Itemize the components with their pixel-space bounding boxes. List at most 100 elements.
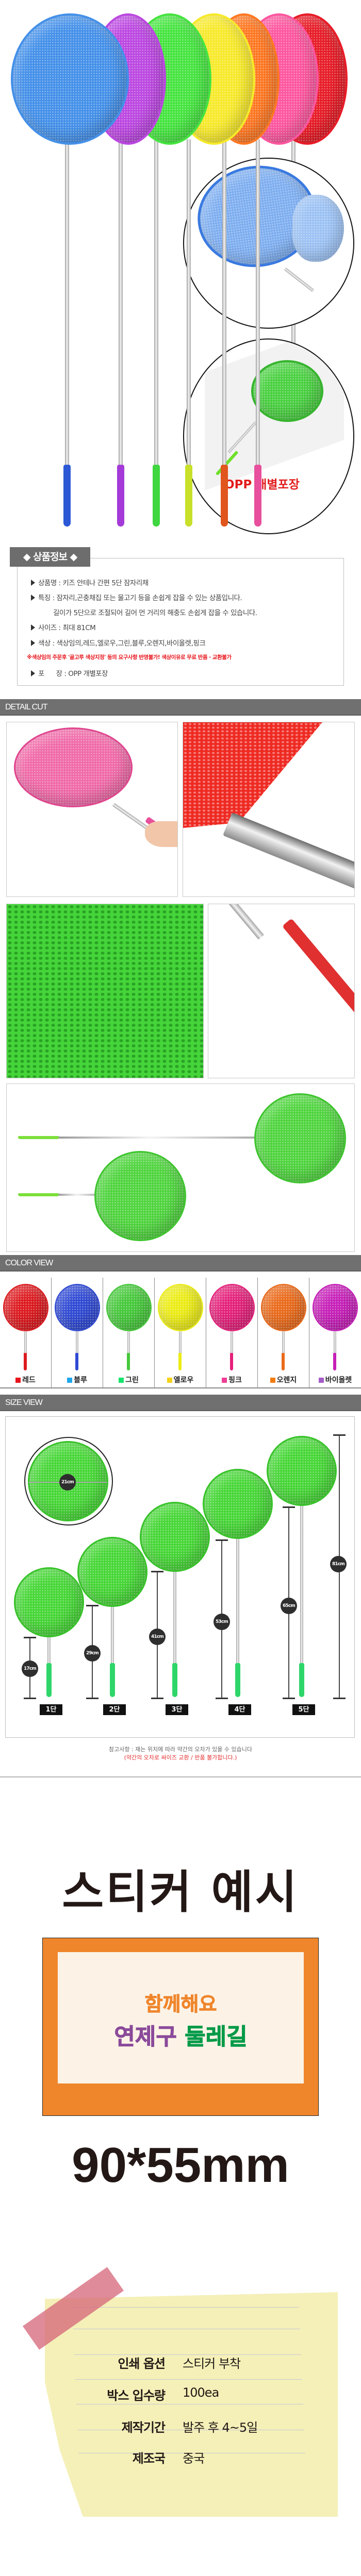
color-name: 엘로우 <box>173 1376 194 1384</box>
net-pole <box>236 1535 239 1674</box>
opp-packaging-label: OPP 개별포장 <box>224 478 300 492</box>
green-net <box>77 1537 147 1607</box>
net-pole <box>179 1331 182 1354</box>
length-cap <box>216 1698 228 1699</box>
info-text: 특징 : 잠자리,곤충채집 또는 물고기 등을 손쉽게 잡을 수 있는 상품입니… <box>38 594 242 602</box>
length-cap <box>24 1698 36 1699</box>
stage-label: 4단 <box>228 1704 251 1715</box>
spec-label: 제작기간 <box>121 2420 166 2435</box>
color-option[interactable]: 바이올렛 <box>309 1278 361 1387</box>
sticker-dimensions: 90*55mm <box>72 2138 289 2193</box>
length-cap <box>283 1506 295 1508</box>
sticker-line2a: 연제구 <box>114 2024 177 2050</box>
length-badge: 53cm <box>214 1614 230 1630</box>
color-option[interactable]: 블루 <box>52 1278 103 1387</box>
length-cap <box>24 1637 36 1638</box>
net-grip <box>299 1663 304 1697</box>
color-swatch-icon <box>167 1378 172 1383</box>
bullet-icon <box>31 595 35 601</box>
green-grip <box>18 1193 59 1196</box>
net-pole <box>173 1568 176 1674</box>
spec-note-paper <box>45 2292 338 2517</box>
color-label: 오렌지 <box>258 1375 309 1385</box>
color-option[interactable]: 핑크 <box>206 1278 258 1387</box>
color-net <box>313 1284 358 1331</box>
color-option[interactable]: 레드 <box>0 1278 52 1387</box>
green-net <box>94 1151 186 1241</box>
net-grip <box>110 1663 115 1697</box>
sticker-title: 스티커 예시 <box>62 1866 299 1919</box>
color-net <box>55 1284 100 1331</box>
extended-pole <box>58 1137 260 1139</box>
info-text: 상품명 : 키즈 안테나 간편 5단 잠자리채 <box>38 579 149 587</box>
stage-label: 5단 <box>292 1704 315 1715</box>
sticker-preview: 함께해요 연제구 둘레길 <box>42 1938 319 2116</box>
info-text: 사이즈 : 최대 81CM <box>38 624 96 632</box>
net-pole <box>231 1331 233 1354</box>
sticker-line2: 연제구 둘레길 <box>58 2018 304 2051</box>
red-grip <box>282 918 354 1025</box>
section-header-color-view: COLOR VIEW <box>0 1255 361 1272</box>
net-pole <box>47 1633 51 1674</box>
ruled-line <box>74 2354 301 2355</box>
ruled-line <box>75 2379 302 2380</box>
net-grip <box>153 465 160 527</box>
length-cap <box>86 1605 99 1606</box>
net-pole <box>334 1331 336 1354</box>
net-grip <box>117 465 124 527</box>
stage-label: 3단 <box>166 1704 188 1715</box>
length-cap <box>216 1539 228 1541</box>
net-pole <box>65 139 69 469</box>
color-option[interactable]: 그린 <box>103 1278 155 1387</box>
net-pole <box>24 1331 27 1354</box>
color-name: 오렌지 <box>276 1376 297 1384</box>
pink-net <box>14 727 133 807</box>
green-grip <box>18 1136 59 1139</box>
bullet-icon <box>31 670 35 676</box>
color-option[interactable]: 오렌지 <box>258 1278 309 1387</box>
length-badge-max: 81cm <box>330 1556 347 1572</box>
color-name: 바이올렛 <box>325 1376 352 1384</box>
zoom-inset-blue <box>183 158 354 329</box>
info-size: 사이즈 : 최대 81CM <box>31 622 96 632</box>
length-cap <box>151 1571 163 1572</box>
metal-joint <box>223 812 354 893</box>
color-swatch-icon <box>318 1378 324 1383</box>
color-option[interactable]: 엘로우 <box>155 1278 206 1387</box>
net-grip <box>24 1353 27 1370</box>
length-cap <box>333 1698 346 1699</box>
info-text: 색상 : 색상임의,레드,엘로우,그린,블루,오렌지,바이올렛,핑크 <box>38 639 206 648</box>
info-feature: 특징 : 잠자리,곤충채집 또는 물고기 등을 손쉽게 잡을 수 있는 상품입니… <box>31 592 242 602</box>
blue-net-bag <box>292 195 344 262</box>
green-net <box>203 1469 273 1539</box>
length-badge: 41cm <box>149 1629 166 1645</box>
length-badge: 17cm <box>22 1660 38 1677</box>
collapsed-pole <box>58 1194 100 1196</box>
length-cap <box>283 1698 295 1699</box>
length-cap <box>333 1434 346 1436</box>
diameter-badge: 21cm <box>59 1474 76 1490</box>
net-head <box>10 13 129 145</box>
green-net <box>140 1502 210 1572</box>
net-grip <box>333 1353 336 1370</box>
hero-image: OPP 개별포장 <box>0 0 361 534</box>
net-pole <box>222 139 226 469</box>
size-note: 참고사항 : 재는 위치에 따라 약간의 오차가 있을 수 있습니다 <box>108 1746 253 1753</box>
net-pole <box>119 139 123 469</box>
detail-photo-red-joint <box>183 722 355 897</box>
color-net <box>106 1284 152 1331</box>
detail-photo-length <box>6 1083 355 1252</box>
net-grip <box>221 465 228 527</box>
color-label: 그린 <box>103 1375 154 1385</box>
net-grip <box>63 465 71 527</box>
net-pole <box>111 1603 114 1674</box>
divider <box>0 1387 361 1388</box>
zoom-inset-package: OPP 개별포장 <box>183 338 354 534</box>
spec-value: 발주 후 4~5일 <box>183 2420 258 2435</box>
red-mesh <box>183 722 322 828</box>
net-pole <box>127 1331 130 1354</box>
color-label: 바이올렛 <box>309 1375 361 1385</box>
net-grip <box>178 1353 182 1370</box>
spec-value: 중국 <box>183 2451 205 2466</box>
color-label: 핑크 <box>206 1375 257 1385</box>
